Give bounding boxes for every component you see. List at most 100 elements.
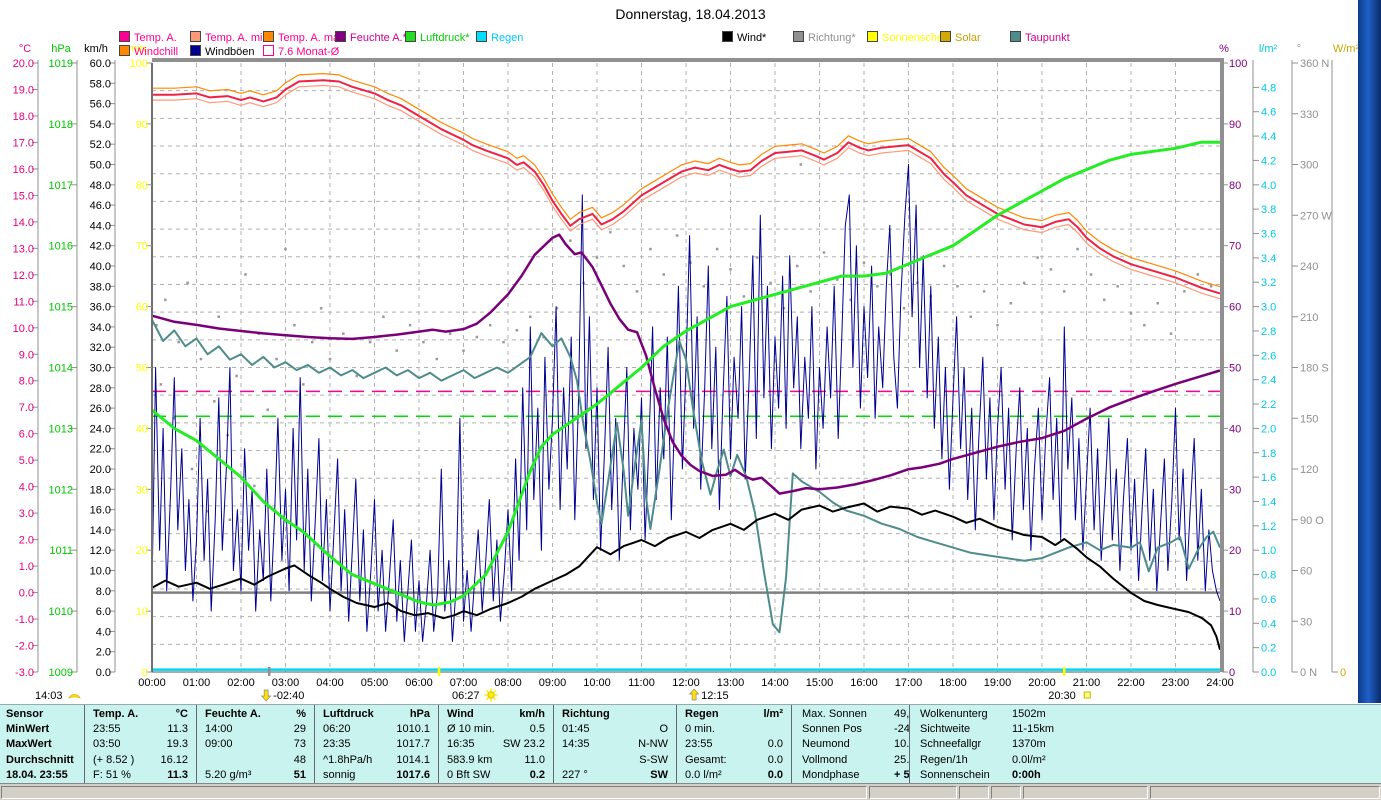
svg-text:1.4: 1.4: [1261, 496, 1276, 508]
svg-text:42.0: 42.0: [90, 241, 111, 253]
series-layer: [151, 73, 1221, 671]
svg-text:1.8: 1.8: [1261, 448, 1276, 460]
svg-text:0: 0: [1340, 667, 1346, 679]
svg-text:1.0: 1.0: [19, 561, 34, 573]
svg-text:240: 240: [1300, 261, 1318, 273]
svg-text:02:00: 02:00: [227, 677, 255, 689]
table-column-luftdruck: Luftdruck hPa 06:20 1010.1 23:35 1017.7 ^1.8hP…: [314, 705, 438, 783]
svg-text:3.4: 3.4: [1261, 253, 1276, 265]
svg-text:°C: °C: [19, 43, 31, 55]
svg-text:180 S: 180 S: [1300, 363, 1329, 375]
sun-moon-annotations: 14:03 -02:40 06:27 12:15 20:30: [35, 667, 1091, 702]
svg-text:11.0: 11.0: [13, 296, 34, 308]
legend-label: Regen: [491, 32, 524, 44]
cell-value: SW: [650, 768, 668, 781]
svg-text:19.0: 19.0: [13, 84, 34, 96]
svg-text:21:00: 21:00: [1073, 677, 1101, 689]
svg-text:1011: 1011: [49, 545, 73, 557]
series-wind: [151, 502, 1221, 650]
status-cell-5: [1150, 786, 1380, 799]
table-column-weather-info: Wolkenunterg 1502m Sichtweite 11-15km Schnee…: [909, 705, 1381, 783]
column-unit: l/m²: [763, 708, 783, 720]
svg-text:14:03: 14:03: [35, 690, 63, 702]
svg-text:3.2: 3.2: [1261, 277, 1276, 289]
svg-text:23:00: 23:00: [1162, 677, 1190, 689]
svg-text:14:00: 14:00: [761, 677, 789, 689]
svg-text:2.0: 2.0: [19, 535, 34, 547]
cell-value: [783, 722, 791, 737]
cell-value: 0.0: [767, 768, 783, 781]
cell-value: 29: [293, 723, 306, 736]
svg-text:6.0: 6.0: [96, 606, 111, 618]
cell-label: 0 min.: [685, 723, 715, 736]
svg-text:120: 120: [1300, 464, 1318, 476]
cell-label: 14:35: [562, 738, 590, 751]
svg-text:17.0: 17.0: [13, 137, 34, 149]
annotation-1403: 14:03: [35, 690, 81, 702]
legend-swatch: [335, 31, 346, 42]
cell-value: 48: [293, 753, 306, 766]
svg-text:9.0: 9.0: [19, 349, 34, 361]
svg-text:0: 0: [1229, 667, 1235, 679]
cell-label: 23:55: [685, 738, 713, 751]
svg-text:13:00: 13:00: [717, 677, 745, 689]
svg-text:07:00: 07:00: [450, 677, 478, 689]
svg-text:50: 50: [136, 363, 148, 375]
legend-label: Temp. A. max: [278, 32, 345, 44]
cell-value: 51: [293, 768, 306, 781]
svg-text:-1.0: -1.0: [15, 614, 34, 626]
cell-label: F: 51 %: [93, 768, 131, 781]
column-header: Feuchte A.: [205, 708, 261, 720]
cell-label: 227 °: [562, 768, 588, 781]
cell-label: 23:55: [93, 723, 121, 736]
svg-text:min: min: [128, 43, 146, 55]
cell-value: 1017.7: [396, 738, 430, 751]
svg-text:1019: 1019: [49, 58, 73, 70]
column-unit: °C: [175, 708, 188, 720]
legend-item-richtung-: Richtung*: [793, 31, 856, 44]
svg-text:30.0: 30.0: [90, 363, 111, 375]
column-header: Temp. A.: [93, 708, 139, 720]
svg-text:34.0: 34.0: [90, 322, 111, 334]
svg-text:2.0: 2.0: [1261, 423, 1276, 435]
svg-text:210: 210: [1300, 312, 1318, 324]
svg-text:1013: 1013: [49, 423, 73, 435]
cell-label: 06:20: [323, 723, 351, 736]
svg-text:20:30: 20:30: [1048, 690, 1076, 702]
legend-swatch: [119, 31, 130, 42]
svg-text:80: 80: [1229, 180, 1241, 192]
svg-text:8.0: 8.0: [96, 586, 111, 598]
legend-label: Windböen: [205, 46, 255, 58]
svg-text:18:00: 18:00: [939, 677, 967, 689]
series-temp-a-min: [152, 84, 1221, 300]
svg-text:40: 40: [1229, 423, 1241, 435]
svg-text:1012: 1012: [49, 484, 73, 496]
svg-text:1.2: 1.2: [1261, 521, 1276, 533]
svg-text:%: %: [1219, 43, 1229, 55]
svg-text:1.6: 1.6: [1261, 472, 1276, 484]
legend-item-7-6-monat-: 7.6 Monat-Ø: [263, 45, 339, 58]
cell-label: 09:00: [205, 738, 233, 751]
svg-text:4.0: 4.0: [96, 626, 111, 638]
svg-text:24.0: 24.0: [90, 423, 111, 435]
svg-text:3.0: 3.0: [19, 508, 34, 520]
info-value: 0:00h: [1012, 768, 1041, 781]
svg-text:36.0: 36.0: [90, 302, 111, 314]
legend-swatch: [119, 45, 130, 56]
svg-text:60: 60: [136, 302, 148, 314]
legend-item-regen: Regen: [476, 31, 524, 44]
cell-value: 11.0: [524, 753, 545, 766]
table-column-astro: Max. Sonnen 49,581° Sonnen Pos -24,284° Neum…: [791, 705, 909, 783]
svg-text:1.0: 1.0: [1261, 545, 1276, 557]
cell-label: ^1.8hPa/h: [323, 753, 373, 766]
svg-text:330: 330: [1300, 109, 1318, 121]
svg-text:3.8: 3.8: [1261, 204, 1276, 216]
y-axis-wm2: W/m² 0: [1331, 43, 1359, 679]
svg-text:01:00: 01:00: [183, 677, 211, 689]
info-label: Mondphase: [802, 768, 860, 781]
legend-swatch: [190, 45, 201, 56]
table-column-sensor: Sensor MinWert MaxWert Durchschnitt 18.04. 2…: [0, 705, 84, 783]
svg-text:38.0: 38.0: [90, 281, 111, 293]
